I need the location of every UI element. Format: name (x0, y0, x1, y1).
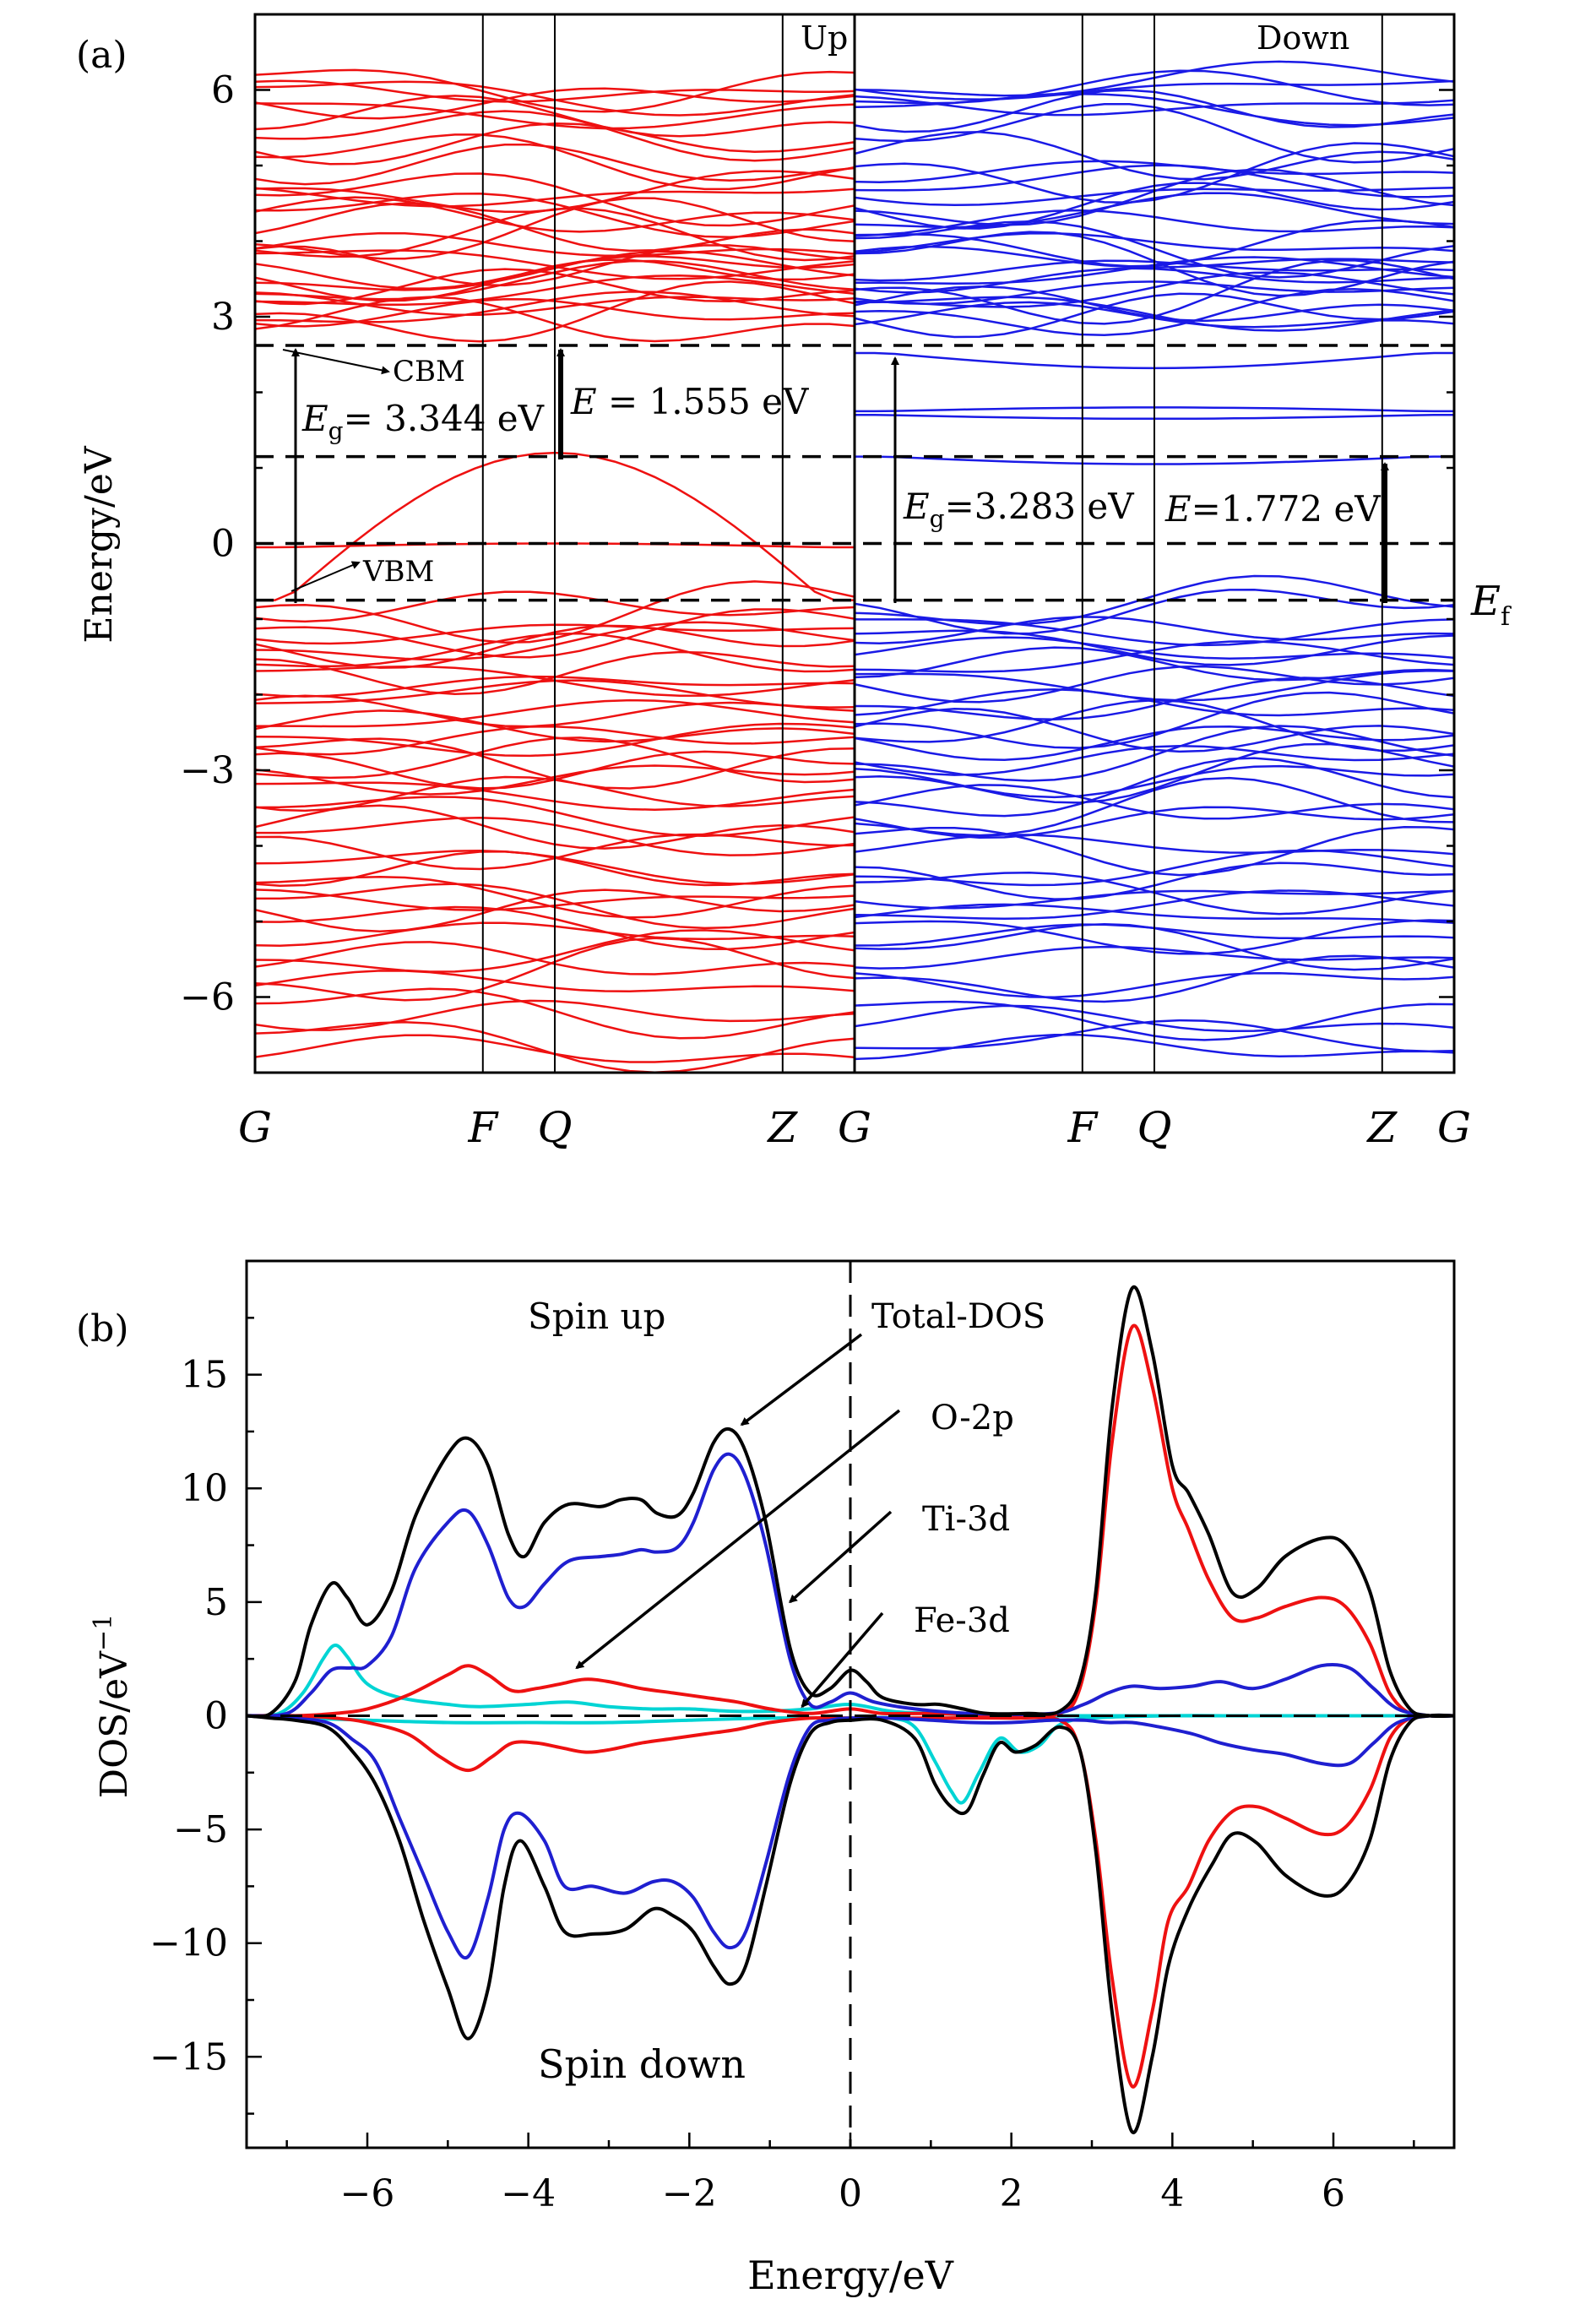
y-axis-ticks-a: −6 −3 0 3 6 (180, 13, 1454, 1074)
dos-guides (247, 1261, 1454, 2148)
k-label: Z (1365, 1103, 1398, 1152)
x-tick-label: 0 (839, 2172, 862, 2215)
k-label: Q (1137, 1103, 1172, 1152)
k-label: Z (766, 1103, 798, 1152)
annotation-ti-3d: Ti-3d (922, 1500, 1010, 1539)
up-annotations: CBM VBM Eg= 3.344 eV E = 1.555 eV (282, 348, 809, 603)
dos-annotations: Total-DOS O-2p Ti-3d Fe-3d (575, 1297, 1045, 1709)
eg-down-label: Eg=3.283 eV (903, 486, 1134, 533)
y-tick-label: −10 (149, 1922, 228, 1965)
k-label: F (467, 1103, 499, 1152)
k-label: G (838, 1103, 871, 1152)
y-tick-label: −3 (180, 749, 235, 792)
x-axis-label-b: Energy/eV (747, 2253, 954, 2298)
y-tick-label: 0 (211, 523, 235, 566)
annotation-fe-3d: Fe-3d (914, 1601, 1010, 1640)
x-tick-label: −4 (501, 2172, 556, 2215)
reference-levels (255, 344, 1454, 602)
y-axis-label-a: Energy/eV (78, 445, 121, 643)
y-tick-label: 3 (211, 296, 235, 339)
down-annotations: Eg=3.283 eV E=1.772 eV (891, 356, 1389, 603)
fermi-level-label: Ef (1470, 578, 1512, 632)
y-tick-label: −5 (173, 1808, 228, 1851)
y-tick-label: −15 (149, 2035, 228, 2079)
k-label: G (1437, 1103, 1471, 1152)
y-tick-label: 5 (204, 1581, 228, 1624)
dos-curve-o-2p-up (247, 1452, 1454, 1719)
x-tick-label: −6 (340, 2172, 395, 2215)
e-down-label: E=1.772 eV (1164, 488, 1381, 530)
x-tick-label: 4 (1160, 2172, 1184, 2215)
eg-up-label: Eg= 3.344 eV (301, 398, 545, 445)
x-tick-label: −2 (662, 2172, 717, 2215)
panel-a-label: (a) (76, 34, 128, 77)
k-point-lines (481, 14, 1383, 1073)
spin-up-text: Spin up (528, 1296, 665, 1337)
k-label: Q (538, 1103, 573, 1152)
y-axis-label-b: DOS/eV−1 (89, 1614, 136, 1798)
dos-curve-fe-3d-down (247, 1714, 1454, 1805)
x-tick-label: 6 (1322, 2172, 1345, 2215)
y-tick-label: 10 (181, 1467, 228, 1510)
spin-down-label: Down (1257, 19, 1349, 57)
dos-curve-total-dos-up (247, 1285, 1454, 1719)
dos-curves (247, 1285, 1454, 2134)
x-tick-label: 2 (1000, 2172, 1023, 2215)
annotation-total-dos: Total-DOS (871, 1297, 1045, 1336)
k-label: G (238, 1103, 272, 1152)
y-tick-label: 15 (181, 1354, 228, 1397)
annotation-o-2p: O-2p (931, 1399, 1014, 1437)
x-axis-ticks-b: −6 −4 −2 0 2 4 6 (285, 2133, 1415, 2215)
vbm-label: VBM (362, 555, 434, 589)
spin-down-text: Spin down (538, 2041, 746, 2087)
y-tick-label: −6 (180, 976, 235, 1019)
dos-curve-total-dos-down (247, 1713, 1454, 2134)
spin-up-label: Up (801, 19, 848, 57)
dos-panel: (b) −15 −10 −5 0 5 10 15 −6 −4 −2 0 2 4 6 DOS/eV−1 E… (76, 1259, 1456, 2298)
cbm-label: CBM (393, 355, 465, 389)
y-axis-ticks-b: −15 −10 −5 0 5 10 15 (149, 1317, 262, 2115)
y-tick-label: 6 (211, 69, 235, 112)
e-up-label: E = 1.555 eV (570, 381, 809, 422)
panel-b-label: (b) (76, 1307, 129, 1350)
y-tick-label: 0 (204, 1694, 228, 1737)
k-label: F (1067, 1103, 1099, 1152)
dos-curve-o-2p-down (247, 1713, 1454, 1960)
dos-curve-ti-3d-down (247, 1714, 1454, 2089)
